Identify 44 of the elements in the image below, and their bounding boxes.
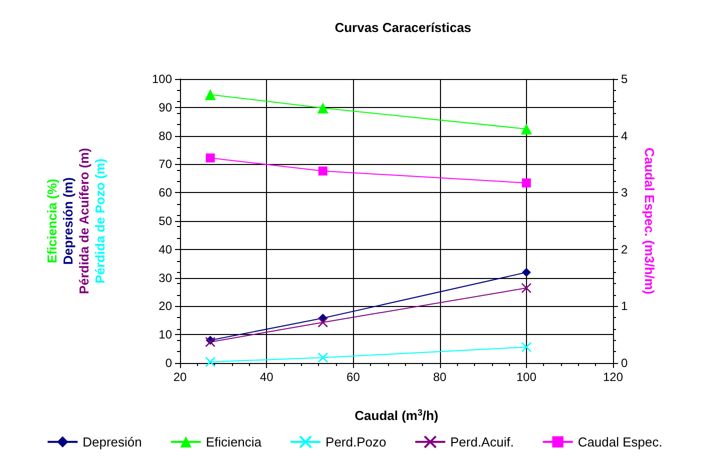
y-tick-label: 80 xyxy=(158,128,172,143)
y2-tick-label: 4 xyxy=(621,128,628,143)
x-tick-label: 120 xyxy=(602,370,624,384)
legend-label: Eficiencia xyxy=(206,434,262,450)
y-tick-label: 90 xyxy=(158,100,172,114)
y-tick-label: 100 xyxy=(152,72,172,86)
point xyxy=(318,352,328,363)
legend-label: Perd.Pozo xyxy=(326,434,386,450)
y-tick-label: 40 xyxy=(158,242,172,256)
y-tick-label: 10 xyxy=(158,328,172,342)
y2-tick-label: 1 xyxy=(621,299,628,314)
x-tick-label: 20 xyxy=(173,370,187,384)
legend-label: Perd.Acuif. xyxy=(450,434,514,450)
point xyxy=(204,89,216,100)
y-tick-label: 60 xyxy=(158,186,172,200)
x-tick-label: 100 xyxy=(516,370,537,384)
y2-tick-label: 2 xyxy=(621,242,628,256)
point xyxy=(521,282,532,294)
x-tick-label: 60 xyxy=(346,370,360,384)
legend-label: Caudal Espec. xyxy=(578,434,662,450)
x-tick-label: 40 xyxy=(260,370,274,384)
point xyxy=(521,342,532,352)
y-tick-label: 50 xyxy=(158,214,172,228)
y-tick-label: 70 xyxy=(158,157,172,172)
point xyxy=(520,123,532,134)
point xyxy=(318,166,328,176)
legend-label: Depresión xyxy=(82,434,142,450)
y2-tick-label: 5 xyxy=(621,72,628,86)
point xyxy=(205,356,216,368)
chart-title: Curvas Caracerísticas xyxy=(334,20,472,35)
point xyxy=(206,153,215,162)
point xyxy=(522,268,531,277)
y-tick-label: 0 xyxy=(165,356,172,370)
y-tick-label: 30 xyxy=(158,270,172,285)
y2-axis-title: Caudal Espec. (m3/h/m) xyxy=(642,148,657,294)
y-axis-title: Eficiencia (%) Depresión (m) Pérdida de Acuífero (m) Pérdida de Pozo (m) xyxy=(44,148,108,294)
y2-tick-label: 3 xyxy=(621,186,628,200)
x-tick-label: 80 xyxy=(433,370,447,384)
y-tick-label: 20 xyxy=(158,299,172,314)
point xyxy=(318,317,328,328)
y2-tick-label: 0 xyxy=(621,356,628,370)
point xyxy=(205,336,216,348)
point xyxy=(522,178,531,188)
point xyxy=(317,102,328,114)
